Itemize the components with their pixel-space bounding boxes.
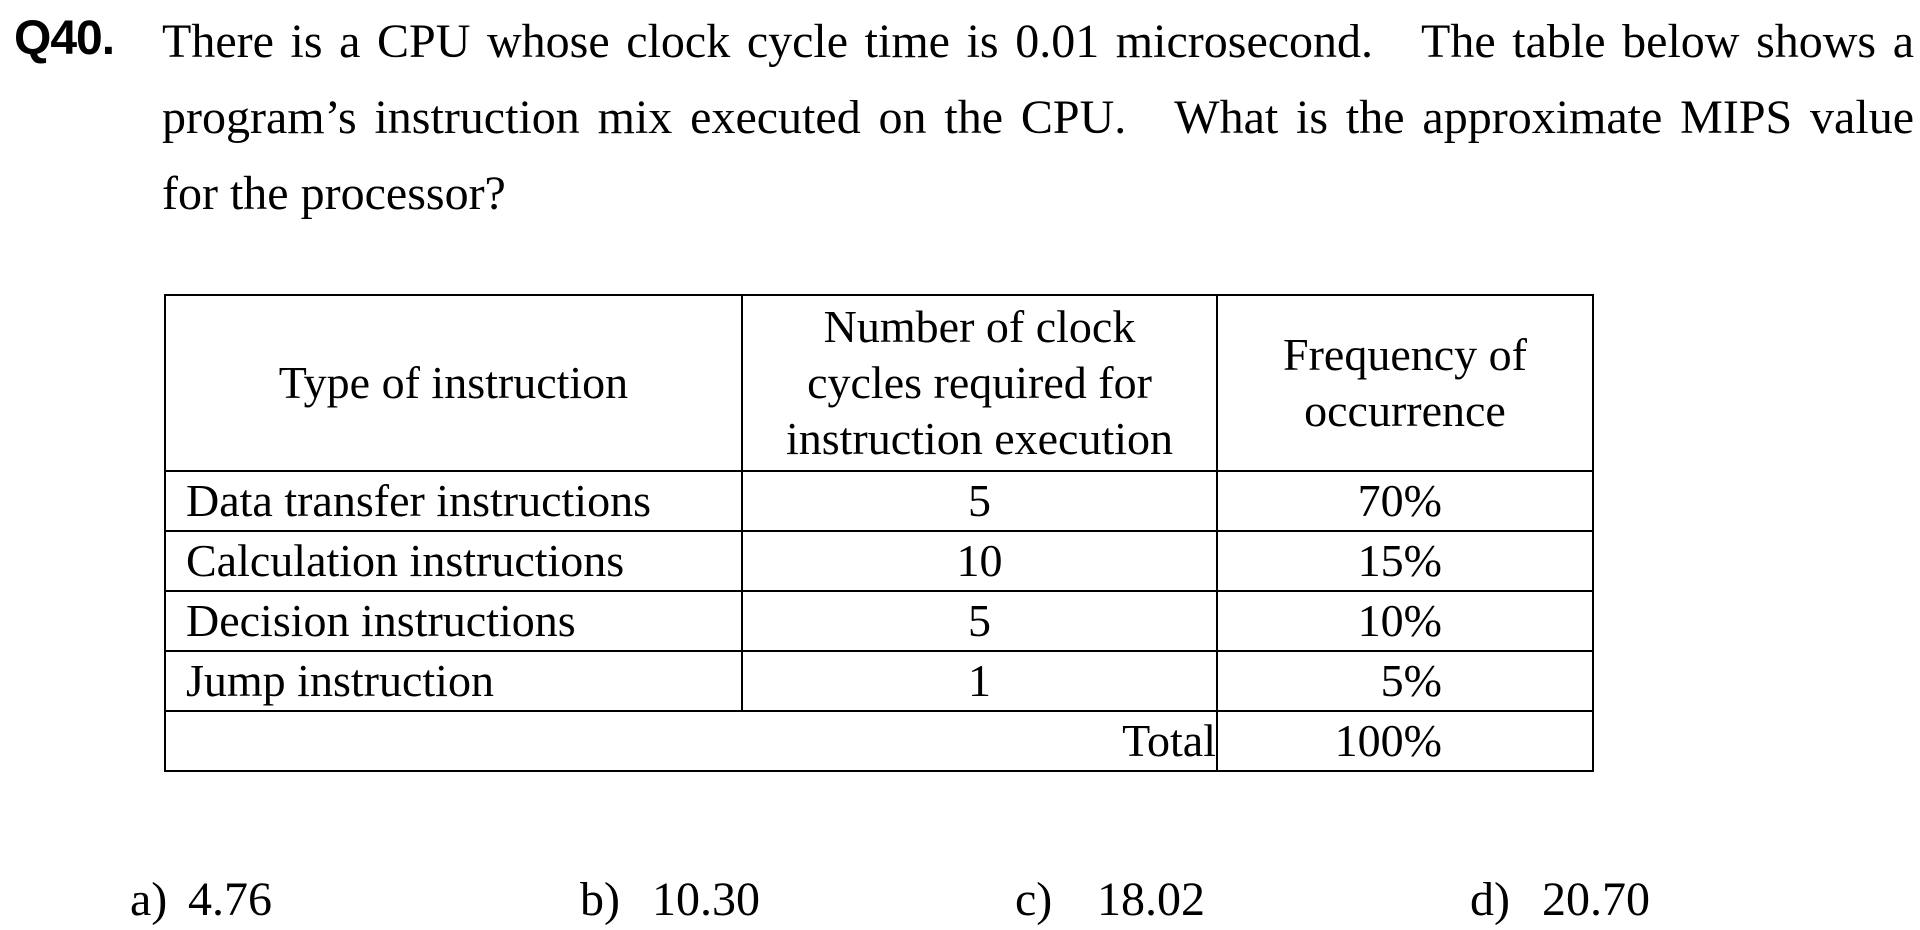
header-cycles-line: instruction execution (785, 413, 1174, 464)
cell-frequency: 70% (1216, 470, 1594, 532)
table-row: Decision instructions 5 10% (164, 590, 1594, 652)
choice-value: 20.70 (1542, 873, 1650, 926)
table-total-row: Total 100% (164, 710, 1594, 772)
cell-type: Decision instructions (164, 590, 743, 652)
total-frequency: 100% (1216, 710, 1594, 772)
cell-type: Calculation instructions (164, 530, 743, 592)
cell-cycles: 10 (741, 530, 1218, 592)
cell-frequency: 5% (1216, 650, 1594, 712)
choice-b[interactable]: b) 10.30 (580, 870, 760, 930)
choice-letter: d) (1470, 873, 1510, 926)
choice-letter: c) (1015, 873, 1053, 926)
cell-cycles: 5 (741, 470, 1218, 532)
question-sentence-3: program’s instruction mix executed on th… (162, 91, 1127, 144)
choice-value: 18.02 (1097, 873, 1205, 926)
cell-type: Data transfer instructions (164, 470, 743, 532)
question-line-1: There is a CPU whose clock cycle time is… (162, 4, 1914, 80)
choice-c[interactable]: c) 18.02 (1015, 870, 1205, 930)
table-header-row: Type of instruction Number of clock cycl… (164, 294, 1594, 472)
choice-d[interactable]: d) 20.70 (1470, 870, 1650, 930)
header-cycles: Number of clock cycles required for inst… (741, 294, 1218, 472)
instruction-mix-table: Type of instruction Number of clock cycl… (164, 294, 1594, 772)
choice-value: 4.76 (188, 873, 272, 926)
header-cycles-line: Number of clock (823, 301, 1136, 352)
table-row: Data transfer instructions 5 70% (164, 470, 1594, 532)
question-number: Q40. (14, 12, 115, 65)
table-row: Calculation instructions 10 15% (164, 530, 1594, 592)
cell-frequency: 15% (1216, 530, 1594, 592)
cell-frequency: 10% (1216, 590, 1594, 652)
choice-letter: b) (580, 873, 620, 926)
question-text: There is a CPU whose clock cycle time is… (162, 4, 1914, 232)
header-type: Type of instruction (164, 294, 743, 472)
header-frequency: Frequency of occurrence (1216, 294, 1594, 472)
header-frequency-line: Frequency of (1283, 329, 1527, 380)
question-sentence-2: The table below shows a (1421, 15, 1914, 68)
choice-value: 10.30 (652, 873, 760, 926)
table-row: Jump instruction 1 5% (164, 650, 1594, 712)
question-line-2: program’s instruction mix executed on th… (162, 80, 1914, 156)
question-sentence-1: There is a CPU whose clock cycle time is… (162, 15, 1374, 68)
cell-cycles: 1 (741, 650, 1218, 712)
question-line-3: for the processor? (162, 167, 506, 220)
total-label: Total (164, 710, 1218, 772)
choice-letter: a) (130, 873, 168, 926)
answer-choices: a) 4.76 b) 10.30 c) 18.02 d) 20.70 (130, 870, 1830, 930)
choice-a[interactable]: a) 4.76 (130, 870, 272, 930)
cell-cycles: 5 (741, 590, 1218, 652)
question-sentence-4: What is the approximate MIPS value (1174, 91, 1914, 144)
cell-type: Jump instruction (164, 650, 743, 712)
header-frequency-line: occurrence (1304, 385, 1506, 436)
header-cycles-line: cycles required for (807, 357, 1152, 408)
